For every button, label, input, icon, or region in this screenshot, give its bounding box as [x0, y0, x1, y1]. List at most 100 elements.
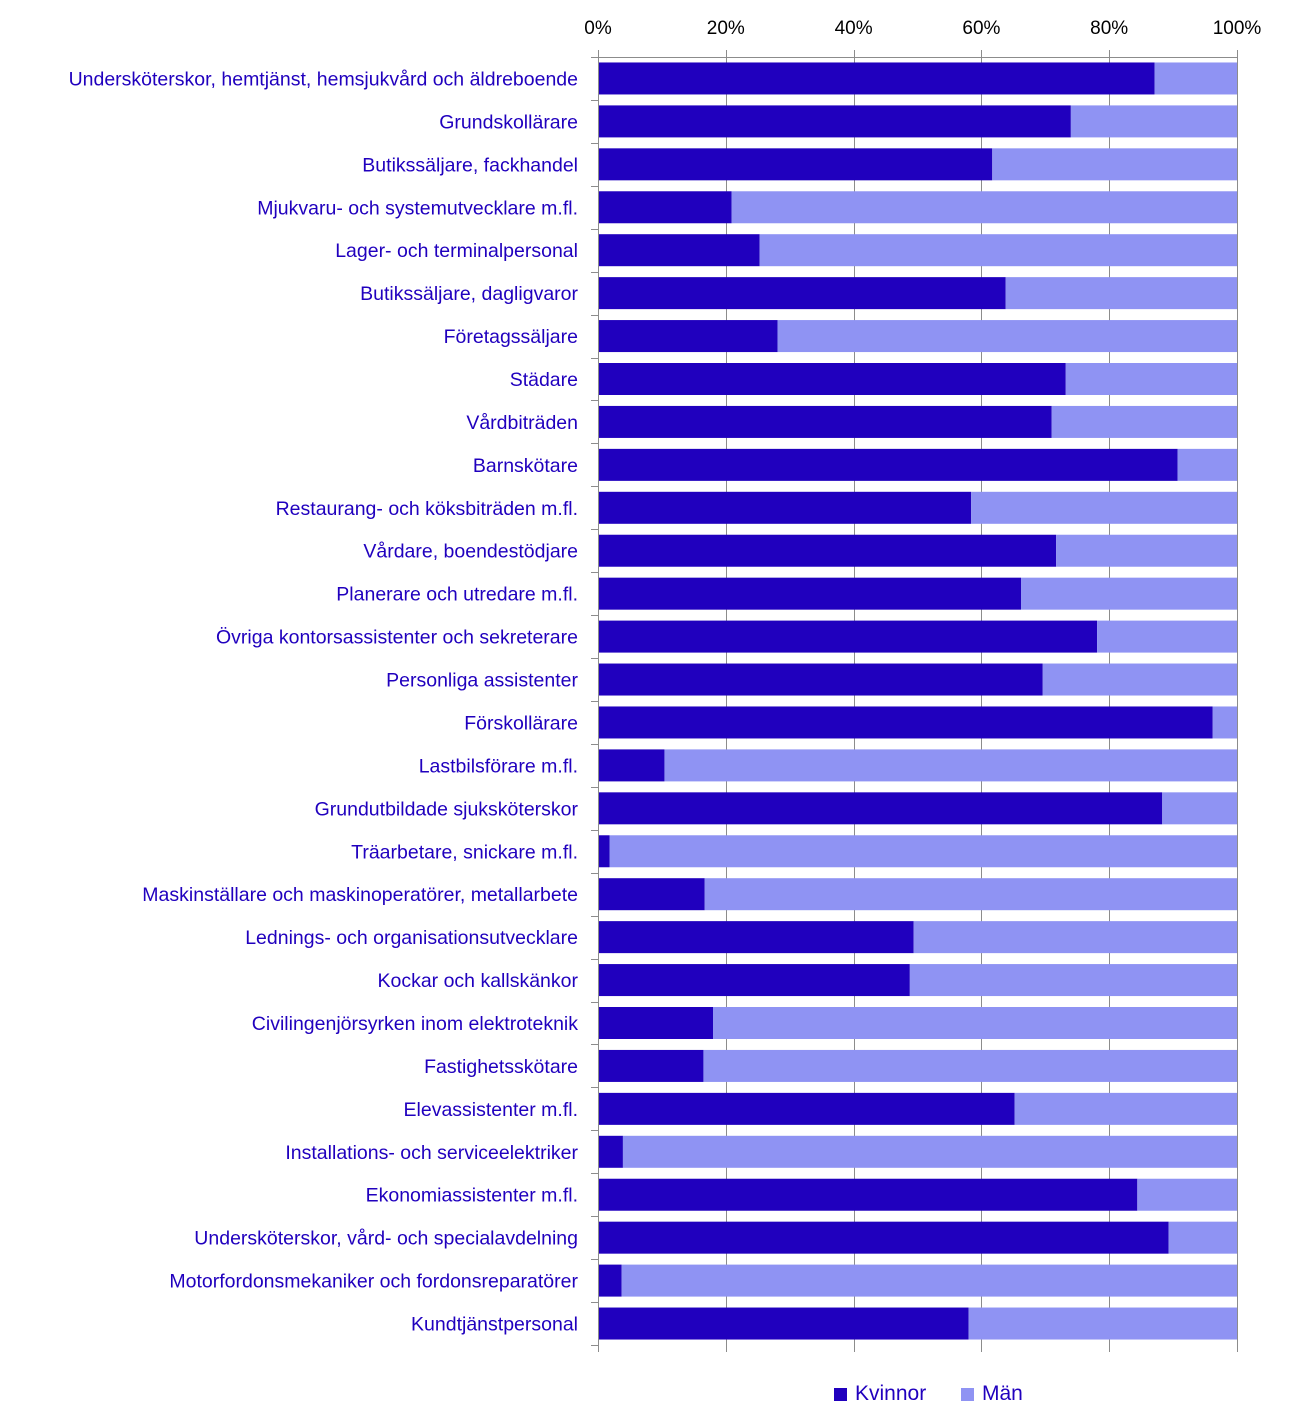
category-label: Vårdbiträden: [466, 412, 578, 434]
bar-kvinnor: [598, 1264, 622, 1297]
bar-kvinnor: [598, 448, 1178, 481]
category-label: Fastighetsskötare: [424, 1056, 578, 1078]
bar-kvinnor: [598, 148, 993, 181]
bar-kvinnor: [598, 1178, 1138, 1211]
category-label: Kundtjänstpersonal: [411, 1314, 578, 1336]
bar-man: [1162, 792, 1237, 825]
category-label: Undersköterskor, hemtjänst, hemsjukvård …: [69, 68, 578, 90]
legend-swatch-man: [961, 1387, 974, 1401]
x-tick-label: 40%: [835, 18, 873, 39]
bar-man: [1070, 105, 1237, 138]
category-label: Personliga assistenter: [386, 670, 578, 692]
bar-kvinnor: [598, 577, 1022, 610]
category-label: Motorfordonsmekaniker och fordonsreparat…: [169, 1271, 578, 1293]
bar-man: [1051, 405, 1237, 438]
bar-man: [1097, 620, 1237, 653]
bar-kvinnor: [598, 277, 1006, 310]
category-label: Lastbilsförare m.fl.: [419, 755, 578, 777]
category-label: Restaurang- och köksbiträden m.fl.: [276, 498, 578, 520]
bar-kvinnor: [598, 1221, 1169, 1254]
bar-kvinnor: [598, 1307, 969, 1340]
gridlines: [726, 57, 1238, 1345]
x-tick-label: 0%: [584, 18, 612, 39]
bar-man: [704, 878, 1237, 911]
bar-man: [992, 148, 1237, 181]
category-label: Undersköterskor, vård- och specialavdeln…: [194, 1228, 578, 1250]
x-tick-labels: 0% 20% 40% 60% 80% 100%: [584, 18, 1261, 39]
bar-kvinnor: [598, 234, 760, 267]
bar-kvinnor: [598, 320, 778, 353]
category-label: Barnskötare: [473, 455, 578, 477]
legend-swatch-kvinnor: [834, 1387, 847, 1401]
stacked-bar-chart: 0% 20% 40% 60% 80% 100% Undersköterskor, hemt…: [69, 18, 1261, 1352]
category-label: Förskollärare: [464, 712, 578, 734]
bar-man: [1056, 534, 1237, 567]
axes: [591, 50, 1238, 1352]
category-label: Städare: [510, 369, 578, 391]
legend-label-kvinnor: Kvinnor: [855, 1382, 927, 1405]
bar-man: [909, 964, 1237, 997]
category-label: Civilingenjörsyrken inom elektroteknik: [252, 1013, 578, 1035]
category-label: Grundutbildade sjuksköterskor: [315, 798, 579, 820]
bar-kvinnor: [598, 663, 1043, 696]
bar-man: [1154, 62, 1237, 95]
category-label: Ekonomiassistenter m.fl.: [366, 1185, 578, 1207]
legend-item-man: Män: [961, 1378, 1023, 1410]
bar-man: [1065, 363, 1237, 395]
legend-label-man: Män: [982, 1382, 1023, 1405]
bar-man: [913, 921, 1237, 954]
x-tick-label: 60%: [962, 18, 1000, 39]
category-label: Företagssäljare: [444, 326, 578, 348]
bar-kvinnor: [598, 620, 1098, 653]
bar-kvinnor: [598, 921, 914, 954]
bar-kvinnor: [598, 62, 1155, 95]
bar-man: [1212, 706, 1237, 739]
x-tick-label: 100%: [1213, 18, 1262, 39]
bar-kvinnor: [598, 749, 665, 782]
bars: [598, 62, 1237, 1340]
category-label: Butikssäljare, dagligvaror: [360, 283, 578, 305]
bar-man: [609, 835, 1237, 868]
bar-kvinnor: [598, 405, 1052, 438]
category-label: Installations- och serviceelektriker: [285, 1142, 578, 1164]
bar-man: [759, 234, 1237, 267]
category-label: Planerare och utredare m.fl.: [336, 584, 578, 606]
bar-man: [1177, 448, 1237, 481]
category-label: Träarbetare, snickare m.fl.: [351, 841, 578, 863]
bar-man: [731, 191, 1237, 224]
bar-man: [622, 1135, 1237, 1168]
bar-kvinnor: [598, 1007, 714, 1039]
bar-man: [621, 1264, 1237, 1297]
category-label: Övriga kontorsassistenter och sekreterar…: [216, 627, 578, 649]
bar-man: [1005, 277, 1237, 310]
category-label: Kockar och kallskänkor: [377, 970, 578, 992]
bar-man: [1137, 1178, 1237, 1211]
bar-kvinnor: [598, 105, 1071, 138]
category-label: Elevassistenter m.fl.: [404, 1099, 578, 1121]
bar-kvinnor: [598, 878, 705, 911]
legend: Kvinnor Män: [0, 1378, 1296, 1410]
bar-man: [971, 491, 1237, 524]
bar-man: [664, 749, 1237, 782]
bar-kvinnor: [598, 1092, 1015, 1125]
category-label: Vårdare, boendestödjare: [363, 541, 578, 563]
category-labels: Undersköterskor, hemtjänst, hemsjukvård …: [69, 68, 579, 1335]
category-label: Maskinställare och maskinoperatörer, met…: [142, 884, 578, 906]
bar-kvinnor: [598, 706, 1213, 739]
bar-kvinnor: [598, 835, 610, 868]
bar-man: [968, 1307, 1237, 1340]
category-label: Lednings- och organisationsutvecklare: [245, 927, 578, 949]
bar-kvinnor: [598, 792, 1163, 825]
x-tick-label: 20%: [707, 18, 745, 39]
category-label: Butikssäljare, fackhandel: [362, 154, 578, 176]
bar-kvinnor: [598, 363, 1066, 395]
bar-kvinnor: [598, 191, 732, 224]
category-label: Mjukvaru- och systemutvecklare m.fl.: [257, 197, 578, 219]
bar-kvinnor: [598, 1049, 704, 1082]
bar-man: [703, 1049, 1237, 1082]
bar-man: [1014, 1092, 1237, 1125]
x-tick-label: 80%: [1090, 18, 1128, 39]
category-label: Lager- och terminalpersonal: [335, 240, 578, 262]
bar-kvinnor: [598, 534, 1057, 567]
bar-man: [713, 1007, 1237, 1039]
